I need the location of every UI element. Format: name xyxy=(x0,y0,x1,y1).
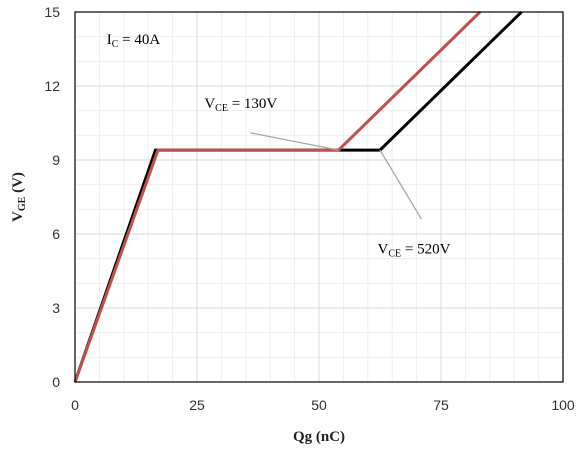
y-tick-label: 3 xyxy=(52,300,60,316)
x-tick-label: 50 xyxy=(311,397,327,413)
y-tick-label: 6 xyxy=(52,226,60,242)
annotation-label: VCE = 520V xyxy=(378,242,451,260)
y-axis-title-main: V xyxy=(10,211,26,222)
plot-area-border xyxy=(74,11,564,383)
annotation-label: IC = 40A xyxy=(107,32,161,50)
y-tick-label: 9 xyxy=(52,152,60,168)
x-tick-label: 0 xyxy=(71,397,79,413)
x-tick-label: 100 xyxy=(551,397,575,413)
x-tick-label: 75 xyxy=(433,397,449,413)
y-tick-label: 0 xyxy=(52,374,60,390)
series-line-2 xyxy=(73,10,482,383)
x-tick-labels: 0 25 50 75 100 xyxy=(71,397,575,413)
annotation-leader-line xyxy=(250,132,339,151)
x-axis-title: Qg (nC) xyxy=(293,429,345,445)
y-tick-label: 12 xyxy=(44,78,60,94)
y-axis-title-unit: (V) xyxy=(10,172,26,197)
annotation-leader-line xyxy=(379,149,423,220)
y-axis-title: VGE (V) xyxy=(10,172,28,222)
annotation-label: VCE = 130V xyxy=(204,96,277,114)
annotations: IC = 40A VCE = 130V VCE = 520V xyxy=(107,32,451,260)
annotation-leaders xyxy=(250,132,423,220)
y-tick-label: 15 xyxy=(44,4,60,20)
x-tick-label: 25 xyxy=(189,397,205,413)
y-tick-labels: 0 3 6 9 12 15 xyxy=(44,4,60,390)
major-gridlines xyxy=(75,12,563,382)
y-axis-title-subscript: GE xyxy=(17,196,28,211)
series-lines xyxy=(73,10,523,383)
